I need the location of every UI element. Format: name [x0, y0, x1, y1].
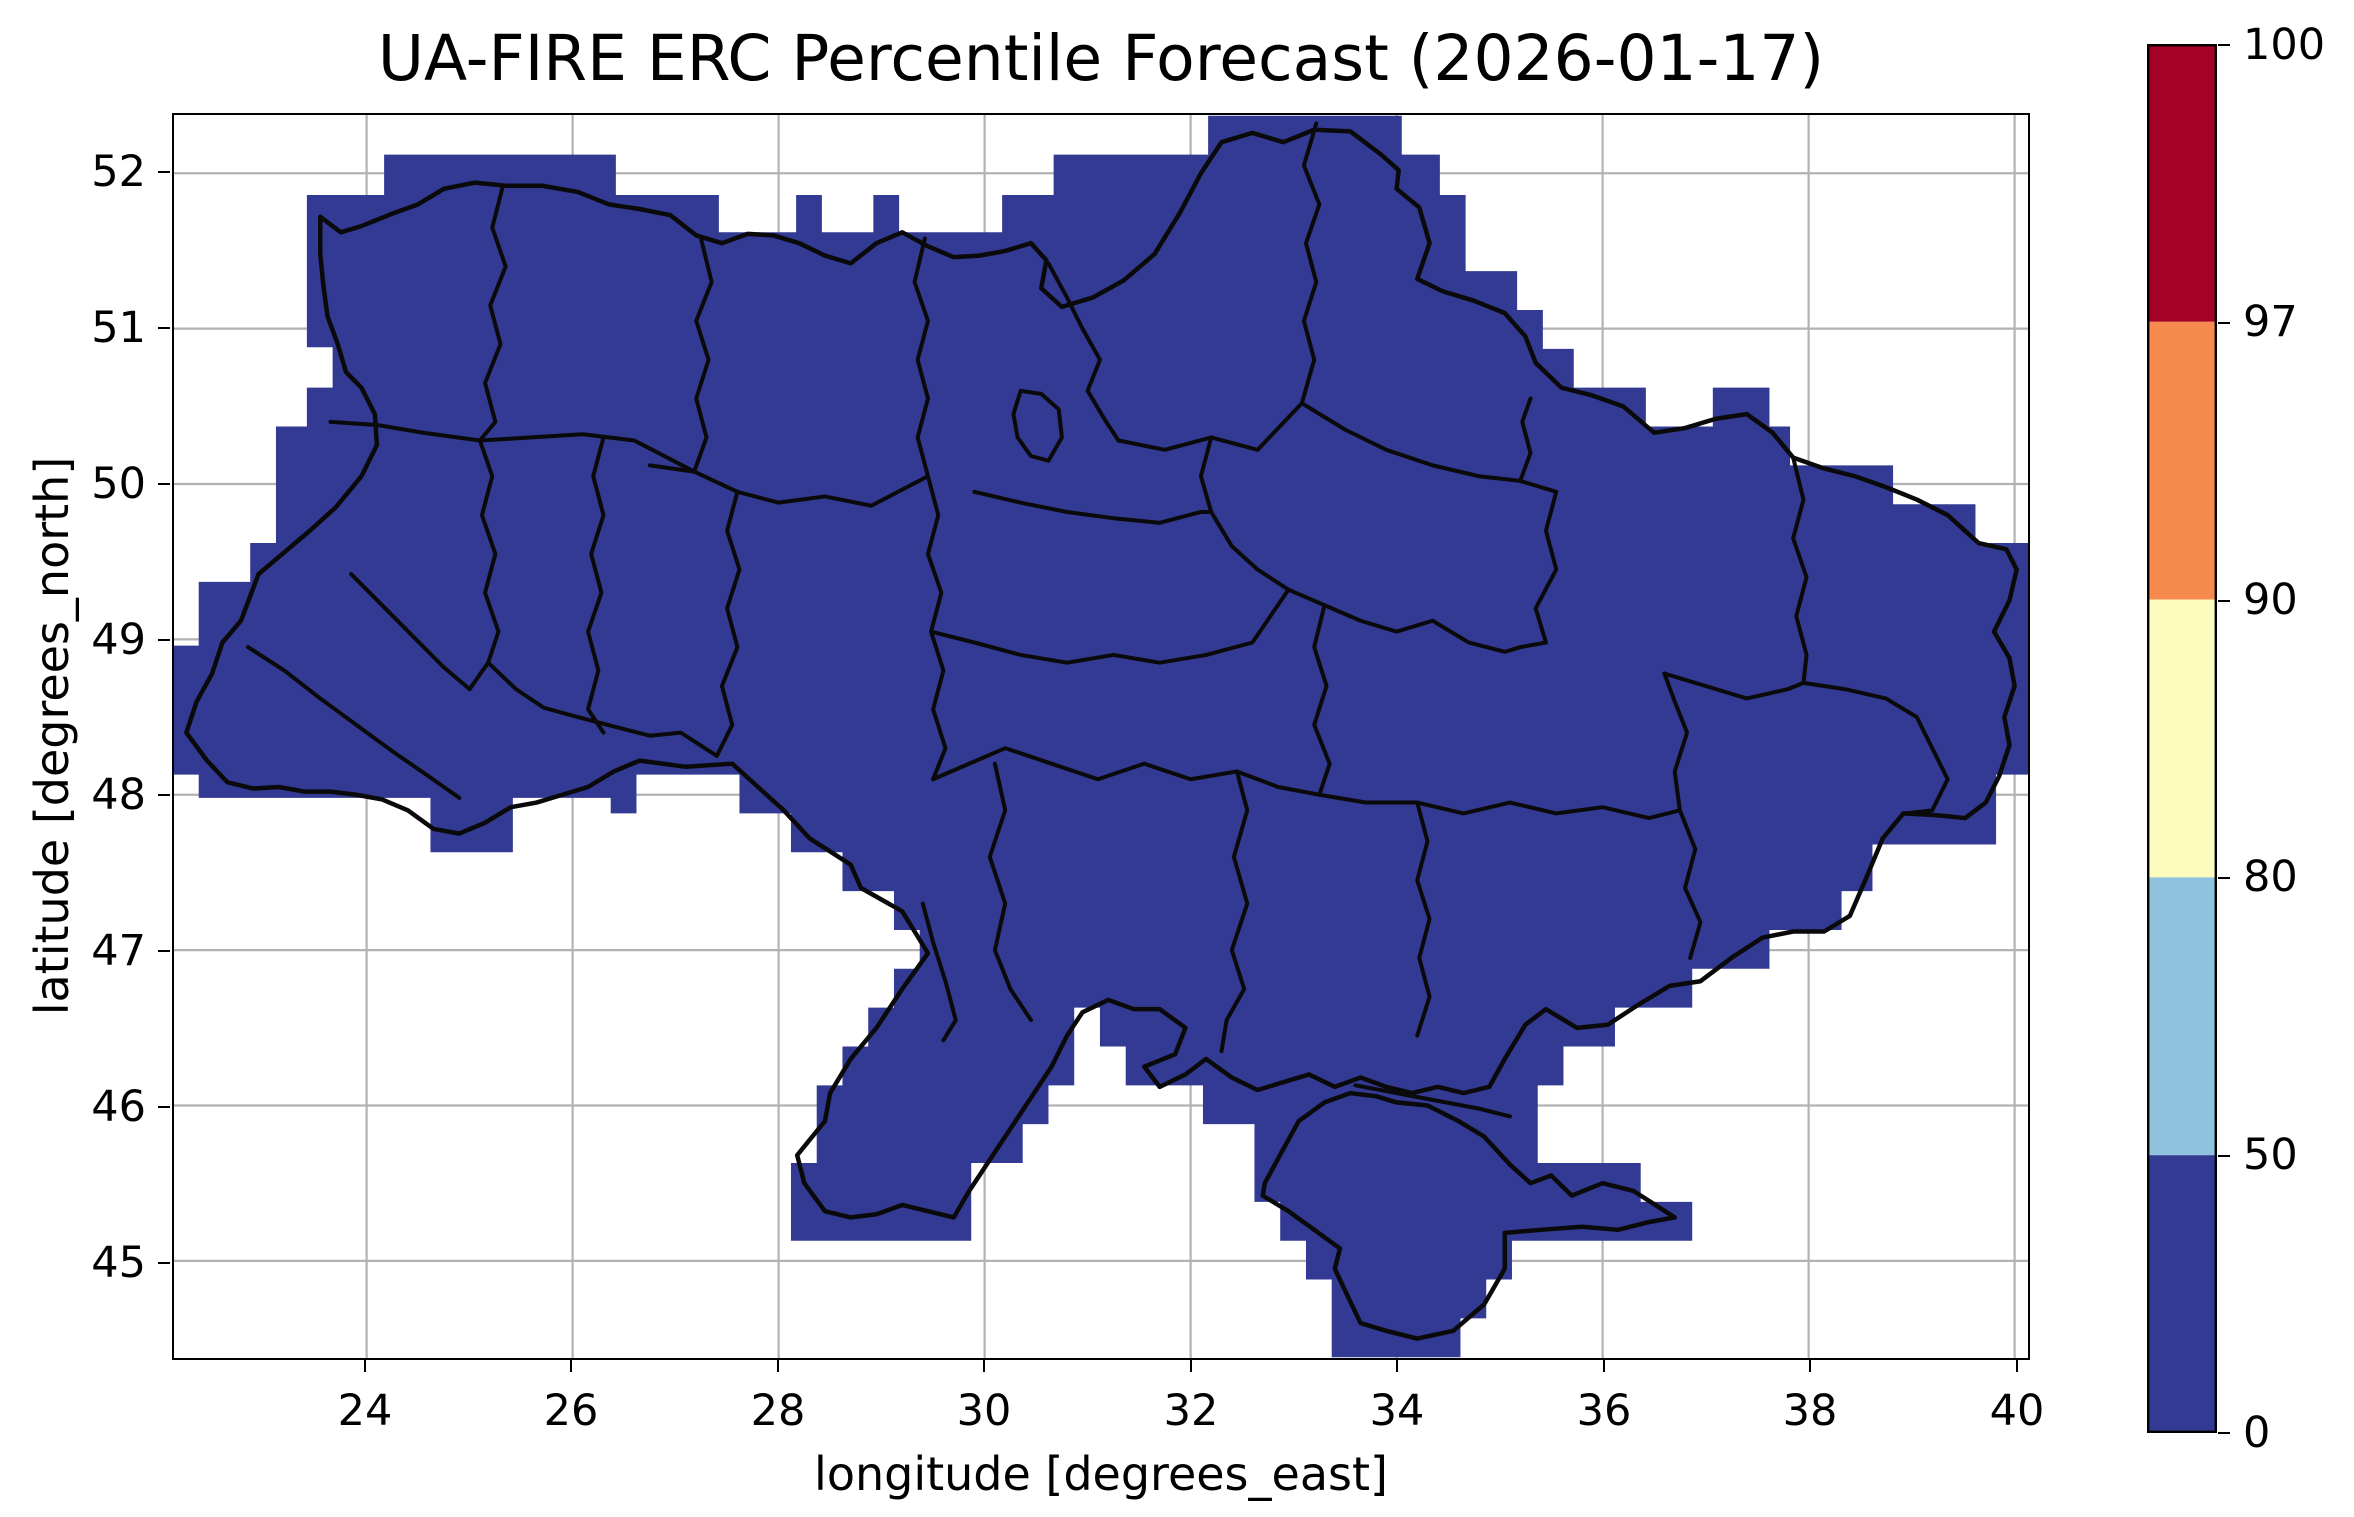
colorbar-segment	[2147, 44, 2217, 322]
colorbar-tick-mark	[2218, 322, 2230, 325]
oblast-boundaries	[248, 124, 1947, 1117]
plot-area	[172, 113, 2030, 1360]
colorbar-tick-mark	[2218, 600, 2230, 603]
x-axis-tick-label: 34	[1369, 1386, 1425, 1436]
colorbar	[2147, 44, 2217, 1433]
x-tick-mark	[1809, 1360, 1812, 1372]
kyiv-city-boundary	[1013, 391, 1061, 461]
x-tick-mark	[570, 1360, 573, 1372]
map-svg	[174, 115, 2028, 1358]
x-tick-mark	[1603, 1360, 1606, 1372]
colorbar-tick-mark	[2218, 1432, 2230, 1435]
colorbar-tick-mark	[2218, 44, 2230, 47]
x-tick-mark	[983, 1360, 986, 1372]
y-tick-mark	[158, 327, 170, 330]
colorbar-outline	[2147, 44, 2217, 1433]
x-tick-mark	[777, 1360, 780, 1372]
x-axis-label: longitude [degrees_east]	[814, 1447, 1388, 1501]
x-tick-mark	[1396, 1360, 1399, 1372]
x-tick-mark	[1190, 1360, 1193, 1372]
x-axis-tick-label: 24	[337, 1386, 393, 1436]
x-axis-tick-label: 28	[750, 1386, 806, 1436]
y-axis-tick-label: 46	[91, 1082, 146, 1132]
x-axis-tick-label: 38	[1782, 1386, 1838, 1436]
colorbar-segment	[2147, 1155, 2217, 1433]
y-axis-tick-label: 45	[91, 1238, 146, 1288]
colorbar-segment	[2147, 321, 2217, 600]
x-axis-tick-label: 40	[1989, 1386, 2045, 1436]
y-tick-mark	[158, 950, 170, 953]
colorbar-tick-mark	[2218, 877, 2230, 880]
y-tick-mark	[158, 794, 170, 797]
y-axis-tick-label: 48	[91, 770, 146, 820]
colorbar-tick-mark	[2218, 1155, 2230, 1158]
colorbar-tick-label: 100	[2243, 20, 2326, 70]
colorbar-tick-label: 80	[2243, 852, 2298, 902]
y-tick-mark	[158, 1262, 170, 1265]
y-tick-mark	[158, 639, 170, 642]
x-tick-mark	[364, 1360, 367, 1372]
x-axis-tick-label: 36	[1576, 1386, 1632, 1436]
colorbar-tick-label: 0	[2243, 1408, 2271, 1458]
y-axis-tick-label: 52	[91, 147, 146, 197]
y-axis-tick-label: 47	[91, 926, 146, 976]
y-tick-mark	[158, 171, 170, 174]
y-axis-label: latitude [degrees_north]	[25, 456, 79, 1016]
x-axis-tick-label: 26	[543, 1386, 599, 1436]
crimea-coastline	[1263, 1093, 1675, 1338]
y-axis-tick-label: 49	[91, 615, 146, 665]
colorbar-segment	[2147, 877, 2217, 1156]
y-axis-tick-label: 51	[91, 303, 146, 353]
colorbar-tick-label: 90	[2243, 575, 2298, 625]
y-axis-tick-label: 50	[91, 459, 146, 509]
y-tick-mark	[158, 1106, 170, 1109]
page-title: UA-FIRE ERC Percentile Forecast (2026-01…	[377, 22, 1825, 95]
ukraine-forecast-fill	[174, 115, 2028, 1358]
x-axis-tick-label: 32	[1163, 1386, 1219, 1436]
colorbar-segment	[2147, 599, 2217, 878]
y-tick-mark	[158, 483, 170, 486]
colorbar-tick-label: 50	[2243, 1130, 2298, 1180]
x-tick-mark	[2016, 1360, 2019, 1372]
state-border-line	[186, 130, 2016, 1339]
x-axis-tick-label: 30	[956, 1386, 1012, 1436]
colorbar-tick-label: 97	[2243, 297, 2298, 347]
